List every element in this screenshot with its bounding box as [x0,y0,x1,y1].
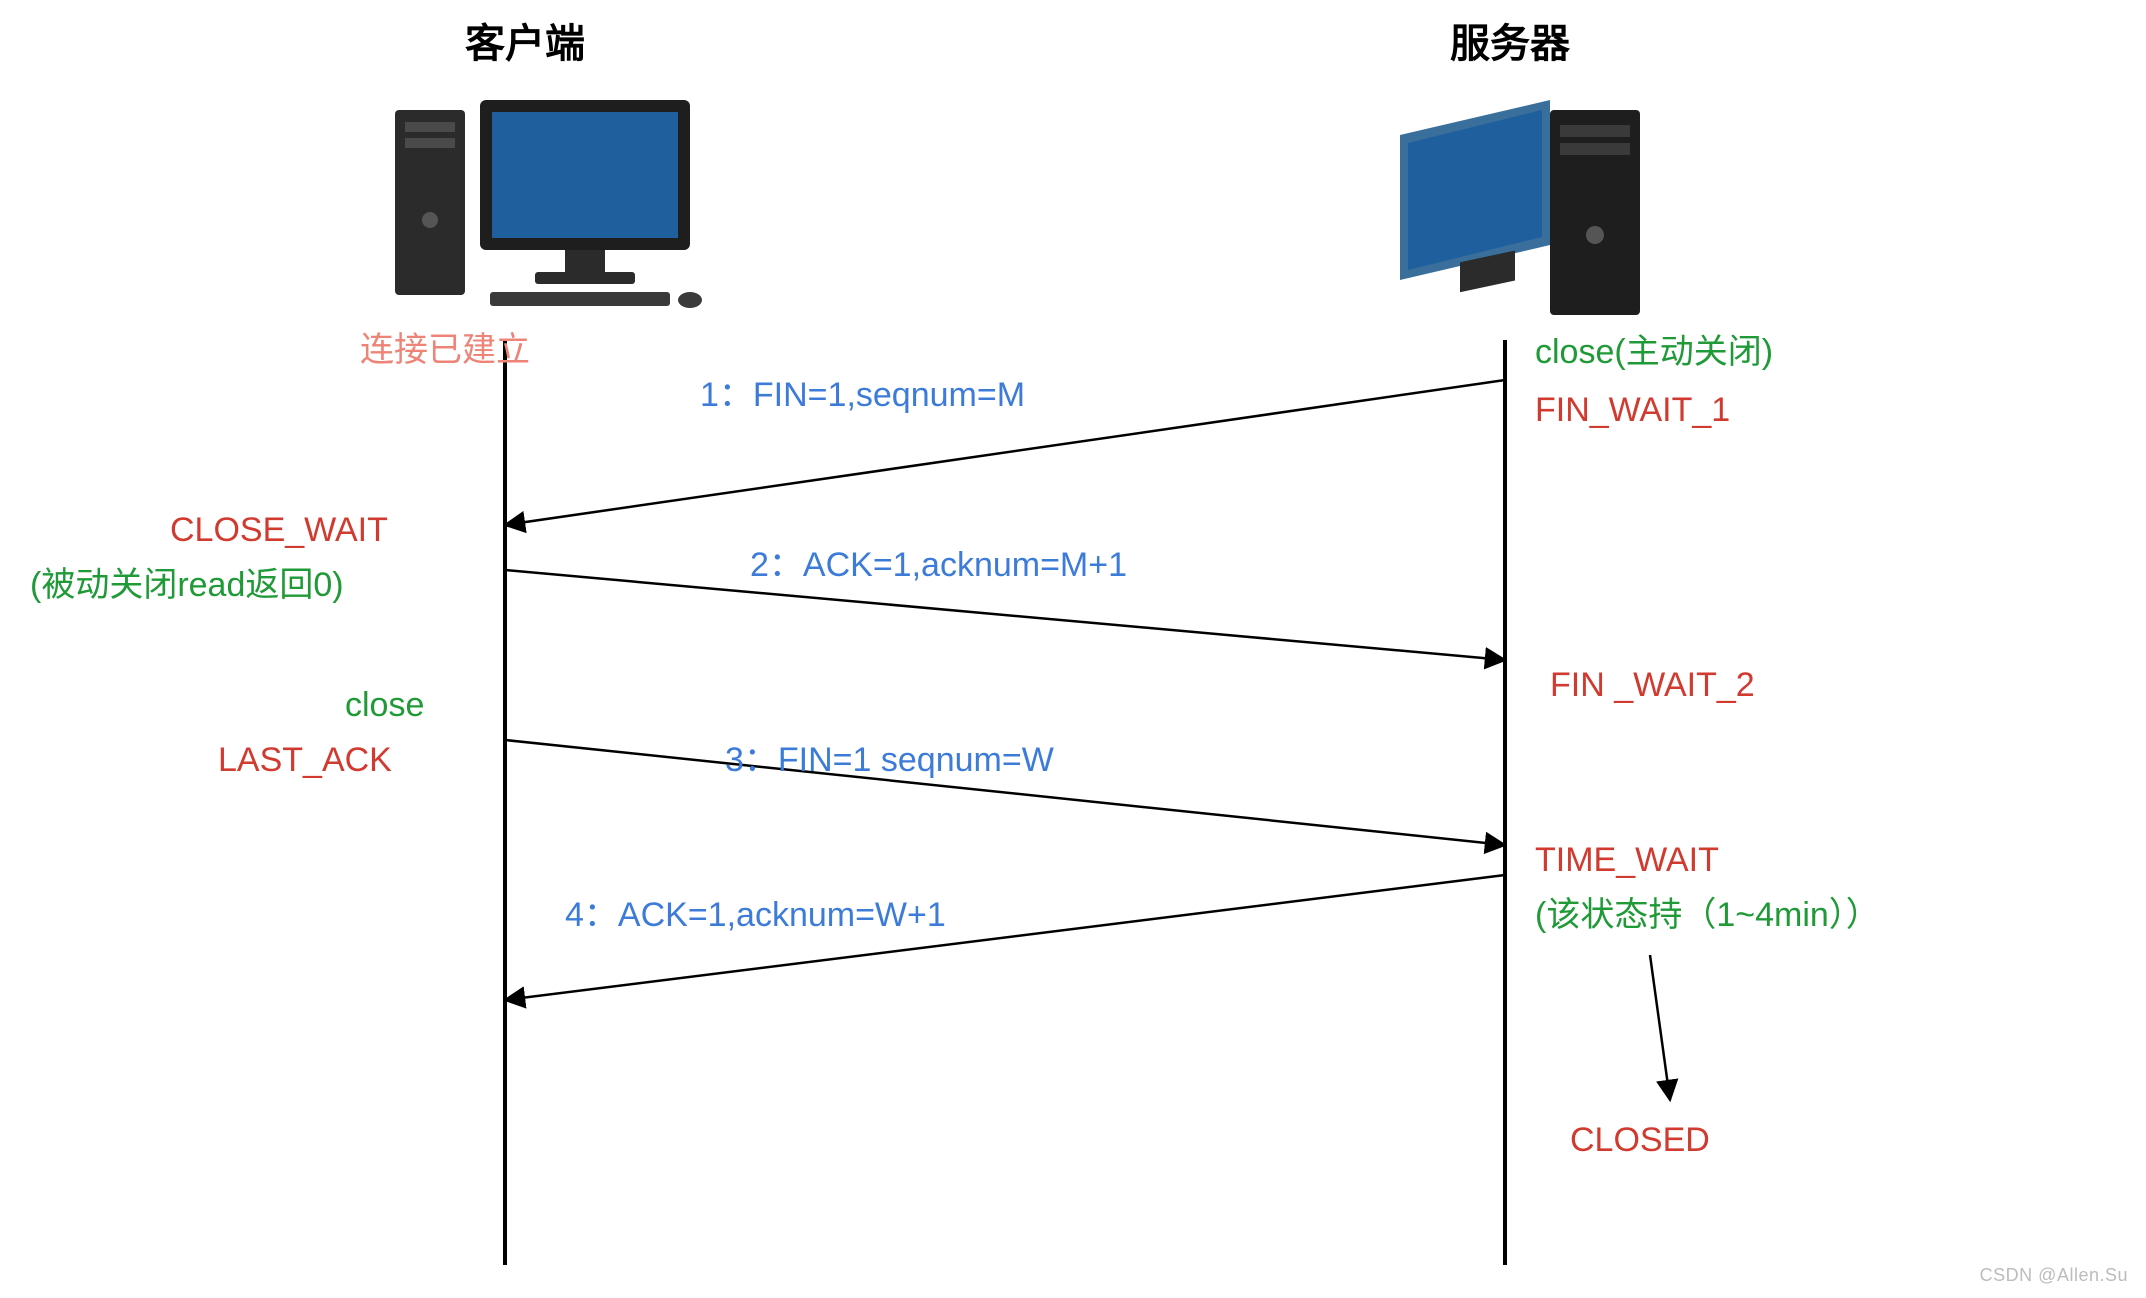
server-close-call: close(主动关闭) [1535,332,1773,373]
client-computer-icon [395,100,702,308]
state-close-wait: CLOSE_WAIT [170,510,388,551]
client-established: 连接已建立 [360,330,530,371]
server-computer-icon [1400,100,1640,315]
server-transition-arrow [1650,955,1670,1100]
watermark: CSDN @Allen.Su [1980,1265,2128,1286]
client-close-call: close [345,685,424,726]
state-fin-wait-1: FIN_WAIT_1 [1535,390,1730,431]
time-wait-note: (该状态持（1~4min）） [1535,895,1880,936]
client-title: 客户端 [465,20,585,68]
state-passive-note: (被动关闭read返回0) [30,565,344,606]
msg-label-1: 1：FIN=1,seqnum=M [700,375,1025,416]
diagram-svg [0,0,2146,1298]
state-fin-wait-2: FIN _WAIT_2 [1550,665,1755,706]
state-last-ack: LAST_ACK [218,740,392,781]
msg-label-4: 4：ACK=1,acknum=W+1 [565,895,946,936]
msg-arrow-4 [505,875,1505,1000]
msg-label-3: 3：FIN=1 seqnum=W [725,740,1054,781]
msg-label-2: 2：ACK=1,acknum=M+1 [750,545,1127,586]
server-title: 服务器 [1450,20,1570,68]
state-closed: CLOSED [1570,1120,1710,1161]
state-time-wait: TIME_WAIT [1535,840,1719,881]
